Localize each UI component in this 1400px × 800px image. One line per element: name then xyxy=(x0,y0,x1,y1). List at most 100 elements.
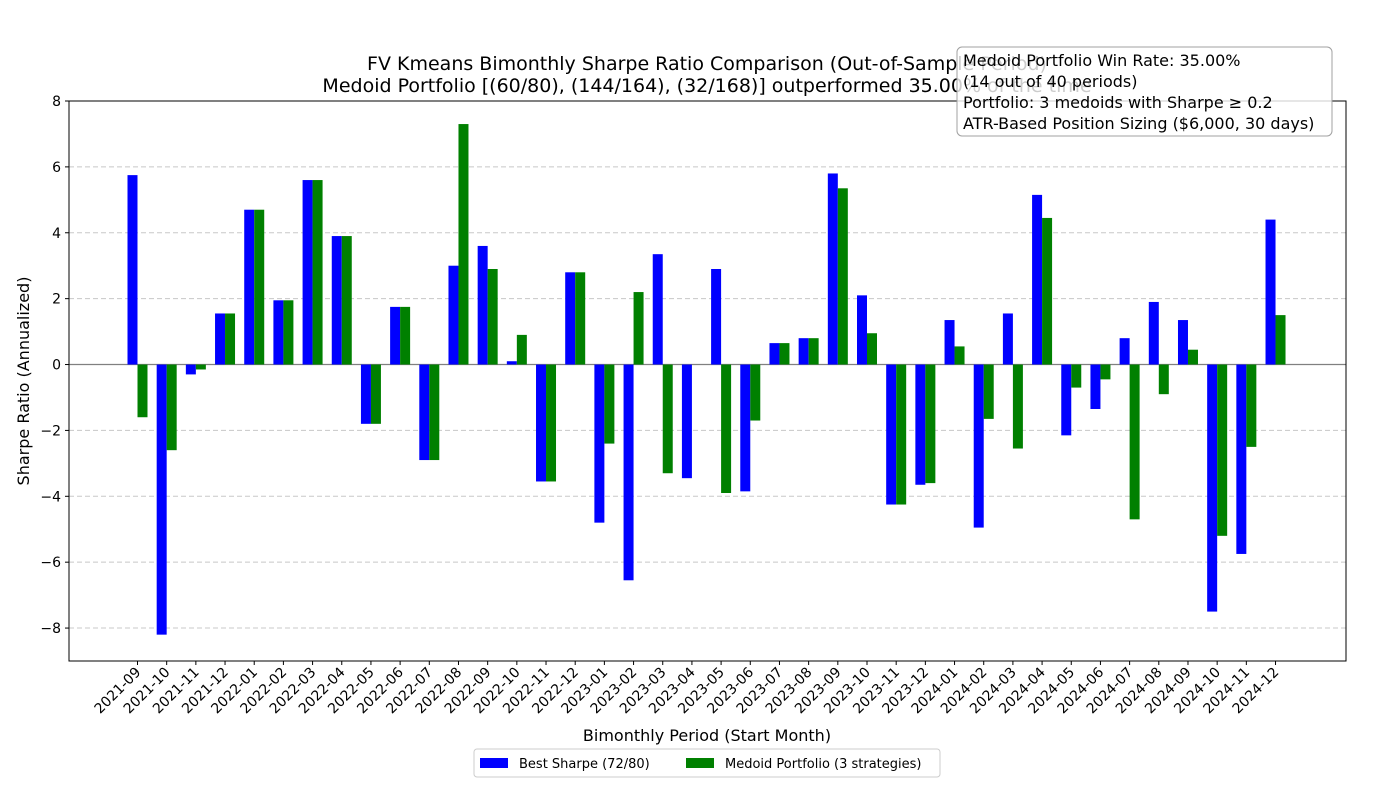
y-tick-label: 6 xyxy=(52,160,61,176)
y-tick-label: −8 xyxy=(40,621,61,637)
bar-best-sharpe-2023-07 xyxy=(769,343,780,365)
bar-best-sharpe-2023-08 xyxy=(798,338,809,365)
bar-medoid-2022-11 xyxy=(546,364,557,482)
chart-title-line2: Medoid Portfolio [(60/80), (144/164), (3… xyxy=(322,75,1091,97)
info-line-2: (14 out of 40 periods) xyxy=(963,72,1137,91)
bar-best-sharpe-2023-06 xyxy=(740,364,751,492)
bar-best-sharpe-2022-06 xyxy=(390,306,401,365)
bar-best-sharpe-2023-11 xyxy=(886,364,897,505)
bar-medoid-2024-03 xyxy=(1012,364,1023,449)
bar-best-sharpe-2022-07 xyxy=(419,364,430,461)
legend-swatch-best-sharpe xyxy=(480,758,508,768)
chart-title-line1: FV Kmeans Bimonthly Sharpe Ratio Compari… xyxy=(367,53,1047,75)
bar-best-sharpe-2024-12 xyxy=(1265,219,1276,365)
bar-best-sharpe-2022-09 xyxy=(477,245,488,365)
y-tick-label: 8 xyxy=(52,94,61,110)
bar-medoid-2024-05 xyxy=(1071,364,1082,388)
bar-medoid-2022-05 xyxy=(370,364,381,424)
y-tick-label: −4 xyxy=(40,489,61,505)
bar-best-sharpe-2024-06 xyxy=(1090,364,1101,409)
info-box: Medoid Portfolio Win Rate: 35.00% (14 ou… xyxy=(956,46,1333,137)
bar-best-sharpe-2024-01 xyxy=(944,320,955,365)
x-axis-label: Bimonthly Period (Start Month) xyxy=(583,726,831,745)
bar-medoid-2024-08 xyxy=(1158,364,1169,395)
bar-medoid-2022-02 xyxy=(283,300,294,365)
bar-best-sharpe-2022-03 xyxy=(302,180,313,365)
bar-medoid-2023-03 xyxy=(662,364,673,474)
bar-medoid-2024-10 xyxy=(1217,364,1228,536)
y-axis-label: Sharpe Ratio (Annualized) xyxy=(14,277,33,486)
bar-medoid-2022-09 xyxy=(487,269,498,365)
bar-best-sharpe-2024-04 xyxy=(1032,194,1043,365)
bar-best-sharpe-2022-08 xyxy=(448,265,459,365)
bar-best-sharpe-2021-11 xyxy=(185,364,196,375)
bars-group xyxy=(127,124,1286,635)
bar-medoid-2023-08 xyxy=(808,338,819,365)
bar-medoid-2022-01 xyxy=(254,209,265,365)
bar-best-sharpe-2023-04 xyxy=(681,364,692,479)
bar-best-sharpe-2023-03 xyxy=(652,254,663,365)
bar-medoid-2023-07 xyxy=(779,343,790,365)
bar-medoid-2024-12 xyxy=(1275,315,1286,365)
bar-best-sharpe-2024-08 xyxy=(1148,301,1159,365)
bar-best-sharpe-2023-09 xyxy=(827,173,838,365)
bar-medoid-2022-08 xyxy=(458,124,469,365)
bar-medoid-2023-05 xyxy=(721,364,732,493)
info-line-1: Medoid Portfolio Win Rate: 35.00% xyxy=(963,51,1241,70)
bar-medoid-2024-07 xyxy=(1129,364,1140,520)
bar-medoid-2022-03 xyxy=(312,180,323,365)
bar-best-sharpe-2024-11 xyxy=(1236,364,1247,554)
bar-best-sharpe-2022-04 xyxy=(331,236,342,365)
bar-best-sharpe-2024-07 xyxy=(1119,338,1130,365)
bar-best-sharpe-2022-10 xyxy=(506,361,517,365)
bar-medoid-2022-06 xyxy=(400,306,411,365)
legend: Best Sharpe (72/80) Medoid Portfolio (3 … xyxy=(473,748,941,778)
bar-best-sharpe-2023-01 xyxy=(594,364,605,523)
y-tick-label: −6 xyxy=(40,555,61,571)
bar-best-sharpe-2021-09 xyxy=(127,175,138,365)
bar-medoid-2022-10 xyxy=(516,334,527,365)
bar-medoid-2021-09 xyxy=(137,364,148,418)
bar-best-sharpe-2023-12 xyxy=(915,364,926,485)
bar-best-sharpe-2022-02 xyxy=(273,300,284,365)
bar-medoid-2024-11 xyxy=(1246,364,1257,447)
bar-best-sharpe-2022-01 xyxy=(244,209,255,365)
y-tick-label: 0 xyxy=(52,358,61,374)
bar-medoid-2024-01 xyxy=(954,346,965,365)
bar-best-sharpe-2024-03 xyxy=(1002,313,1013,365)
bar-best-sharpe-2023-02 xyxy=(623,364,634,581)
bar-medoid-2023-06 xyxy=(750,364,761,421)
plot-frame xyxy=(68,100,1347,662)
bar-best-sharpe-2021-12 xyxy=(215,313,226,365)
bar-best-sharpe-2022-11 xyxy=(536,364,547,482)
info-line-3: Portfolio: 3 medoids with Sharpe ≥ 0.2 xyxy=(963,93,1273,112)
bar-medoid-2024-04 xyxy=(1042,217,1053,365)
bar-best-sharpe-2024-10 xyxy=(1207,364,1218,612)
bar-medoid-2024-09 xyxy=(1187,349,1198,365)
bar-medoid-2022-12 xyxy=(575,272,586,365)
legend-label-medoid: Medoid Portfolio (3 strategies) xyxy=(725,757,922,772)
x-axis-ticks: 2021-092021-102021-112021-122022-012022-… xyxy=(92,661,1282,717)
bar-medoid-2021-10 xyxy=(166,364,177,451)
bar-medoid-2023-11 xyxy=(896,364,907,505)
bar-medoid-2021-12 xyxy=(225,313,236,365)
bar-best-sharpe-2023-05 xyxy=(711,269,722,365)
bar-best-sharpe-2024-05 xyxy=(1061,364,1072,436)
y-axis-ticks: −8 −6 −4 −2 0 2 4 6 8 xyxy=(40,94,69,637)
y-tick-label: 4 xyxy=(52,226,61,242)
y-tick-label: 2 xyxy=(52,292,61,308)
bar-best-sharpe-2022-12 xyxy=(565,272,576,365)
legend-swatch-medoid xyxy=(686,758,714,768)
bar-medoid-2023-09 xyxy=(837,188,848,365)
bar-medoid-2024-02 xyxy=(983,364,994,419)
bar-best-sharpe-2024-02 xyxy=(973,364,984,528)
bar-medoid-2024-06 xyxy=(1100,364,1111,380)
bar-best-sharpe-2023-10 xyxy=(857,295,867,365)
bar-medoid-2021-11 xyxy=(195,364,206,370)
bar-best-sharpe-2024-09 xyxy=(1177,320,1188,365)
bar-medoid-2022-04 xyxy=(341,236,352,365)
bar-best-sharpe-2022-05 xyxy=(360,364,371,424)
legend-label-best-sharpe: Best Sharpe (72/80) xyxy=(519,757,650,772)
y-tick-label: −2 xyxy=(40,423,61,439)
